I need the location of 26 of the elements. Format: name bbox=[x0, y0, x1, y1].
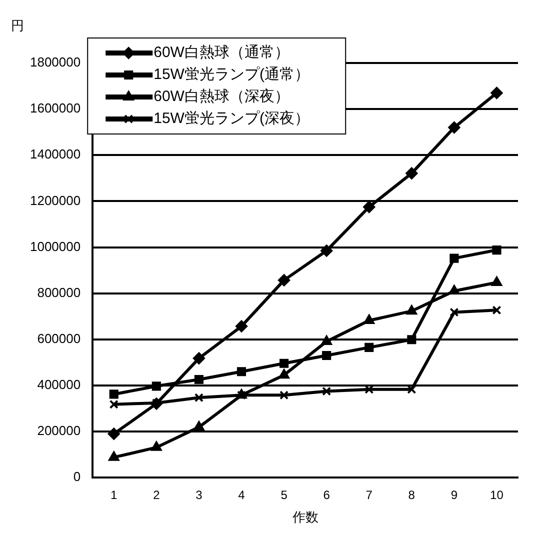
x-tick-label: 10 bbox=[490, 488, 504, 502]
y-tick-label: 600000 bbox=[37, 330, 81, 346]
x-tick-label: 2 bbox=[153, 488, 160, 502]
y-tick-label: 400000 bbox=[37, 377, 81, 392]
y-tick-label: 1200000 bbox=[30, 192, 81, 208]
y-tick-label: 1400000 bbox=[30, 146, 81, 162]
x-tick-label: 1 bbox=[110, 488, 118, 502]
x-tick-label: 8 bbox=[408, 488, 416, 502]
x-tick-label: 5 bbox=[280, 488, 288, 502]
x-tick-label: 3 bbox=[196, 488, 203, 502]
y-tick-label: 0 bbox=[73, 469, 81, 484]
y-tick-label: 1600000 bbox=[30, 100, 81, 116]
y-tick-label: 200000 bbox=[37, 423, 81, 438]
legend-label: 60W白熱球（深夜） bbox=[154, 88, 290, 106]
legend-label: 15W蛍光ランプ(通常） bbox=[154, 66, 310, 84]
x-tick-label: 7 bbox=[366, 488, 373, 502]
y-tick-label: 1800000 bbox=[30, 54, 81, 70]
x-tick-label: 6 bbox=[323, 488, 330, 502]
y-axis-title: 円 bbox=[11, 18, 24, 34]
y-tick-label: 800000 bbox=[37, 284, 81, 300]
legend-label: 15W蛍光ランプ(深夜） bbox=[154, 110, 310, 128]
legend-label: 60W白熱球（通常） bbox=[154, 44, 290, 62]
x-axis-title: 作数 bbox=[291, 510, 318, 525]
x-tick-label: 9 bbox=[450, 488, 458, 502]
y-tick-label: 1000000 bbox=[30, 238, 81, 254]
x-tick-label: 4 bbox=[238, 488, 246, 502]
